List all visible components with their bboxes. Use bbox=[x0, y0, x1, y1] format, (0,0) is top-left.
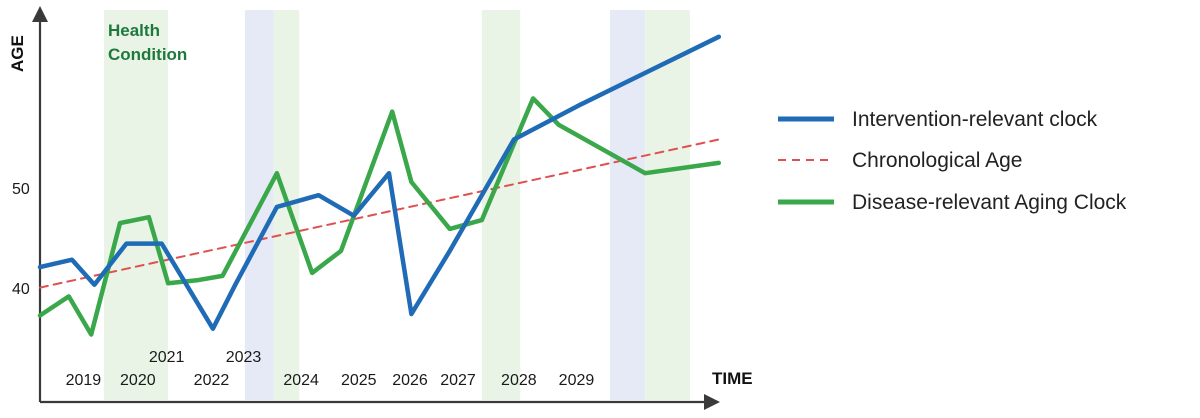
x-tick-label-2027: 2027 bbox=[440, 372, 476, 389]
x-tick-label-2023: 2023 bbox=[226, 349, 262, 366]
series-line-chronological-age bbox=[39, 138, 720, 289]
x-tick-label-2028: 2028 bbox=[501, 372, 537, 389]
x-tick-label-2022: 2022 bbox=[194, 372, 230, 389]
y-axis-arrow bbox=[32, 6, 48, 22]
x-axis-title: TIME bbox=[712, 369, 753, 388]
annotation-line-1: Health bbox=[108, 21, 160, 40]
series-lines bbox=[37, 34, 722, 337]
x-tick-label-2026: 2026 bbox=[392, 372, 428, 389]
x-axis-arrow bbox=[704, 394, 720, 410]
legend-label-disease: Disease-relevant Aging Clock bbox=[852, 191, 1127, 214]
health-condition-annotation: Health Condition bbox=[108, 21, 187, 64]
series-line-disease-relevant-aging-clock bbox=[37, 96, 722, 337]
x-tick-label-2025: 2025 bbox=[341, 372, 377, 389]
health-condition-band-5 bbox=[645, 10, 690, 400]
legend-label-chronological: Chronological Age bbox=[852, 149, 1022, 172]
x-tick-label-2024: 2024 bbox=[283, 372, 319, 389]
intervention-band-4 bbox=[609, 10, 646, 400]
x-tick-label-2021: 2021 bbox=[149, 349, 185, 366]
x-tick-label-2019: 2019 bbox=[66, 372, 102, 389]
x-tick-label-2029: 2029 bbox=[559, 372, 595, 389]
annotation-line-2: Condition bbox=[108, 45, 187, 64]
health-condition-band-0 bbox=[104, 10, 169, 400]
legend-label-intervention: Intervention-relevant clock bbox=[852, 108, 1098, 131]
series-line-intervention-relevant-clock bbox=[37, 34, 722, 331]
y-tick-label-50: 50 bbox=[12, 181, 30, 198]
x-tick-label-2020: 2020 bbox=[120, 372, 156, 389]
legend: Intervention-relevant clock Chronologica… bbox=[778, 108, 1127, 214]
y-tick-label-40: 40 bbox=[12, 281, 30, 298]
highlight-bands bbox=[104, 10, 690, 400]
x-year-labels: 2019 2020 2021 2022 2023 2024 2025 2026 2027 2028… bbox=[66, 349, 595, 389]
y-axis-title: AGE bbox=[8, 35, 27, 72]
